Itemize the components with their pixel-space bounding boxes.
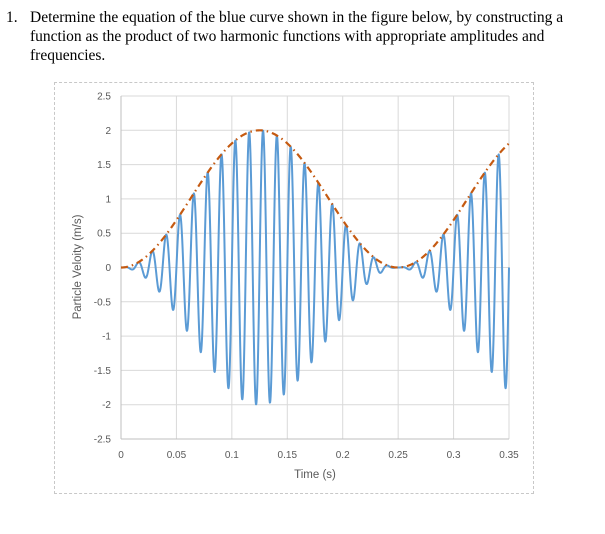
x-tick-label: 0.25 [388,450,408,461]
y-tick-label: -1 [102,332,111,343]
y-tick-label: 2 [105,126,111,137]
y-tick-label: 2.5 [97,92,111,103]
y-tick-label: -2 [102,400,111,411]
x-tick-label: 0.1 [225,450,239,461]
x-tick-label: 0.05 [167,450,187,461]
y-tick-label: 0.5 [97,229,111,240]
chart-frame [54,82,534,494]
y-tick-label: 1 [105,194,111,205]
y-tick-label: -0.5 [94,297,112,308]
y-axis-title: Particle Veloity (m/s) [72,214,84,319]
y-tick-label: -1.5 [94,366,112,377]
question-number: 1. [6,9,18,26]
y-tick-label: 0 [105,263,111,274]
x-tick-label: 0.35 [499,450,519,461]
x-axis-title: Time (s) [294,469,336,481]
question-text: Determine the equation of the blue curve… [30,9,564,64]
x-tick-label: 0.3 [447,450,461,461]
envelope-curve [120,129,510,269]
x-axis-ticks: 0 0.05 0.1 0.15 0.2 0.25 0.3 0.35 [118,450,519,461]
signal-curve [120,129,510,406]
y-axis-ticks: 2.5 2 1.5 1 0.5 0 -0.5 -1 -1.5 -2 -2.5 [94,92,112,446]
x-tick-label: 0.15 [278,450,298,461]
x-tick-label: 0.2 [336,450,350,461]
y-tick-label: -2.5 [94,435,112,446]
y-tick-label: 1.5 [97,160,111,171]
question: 1. Determine the equation of the blue cu… [6,8,596,65]
x-tick-label: 0 [118,450,124,461]
